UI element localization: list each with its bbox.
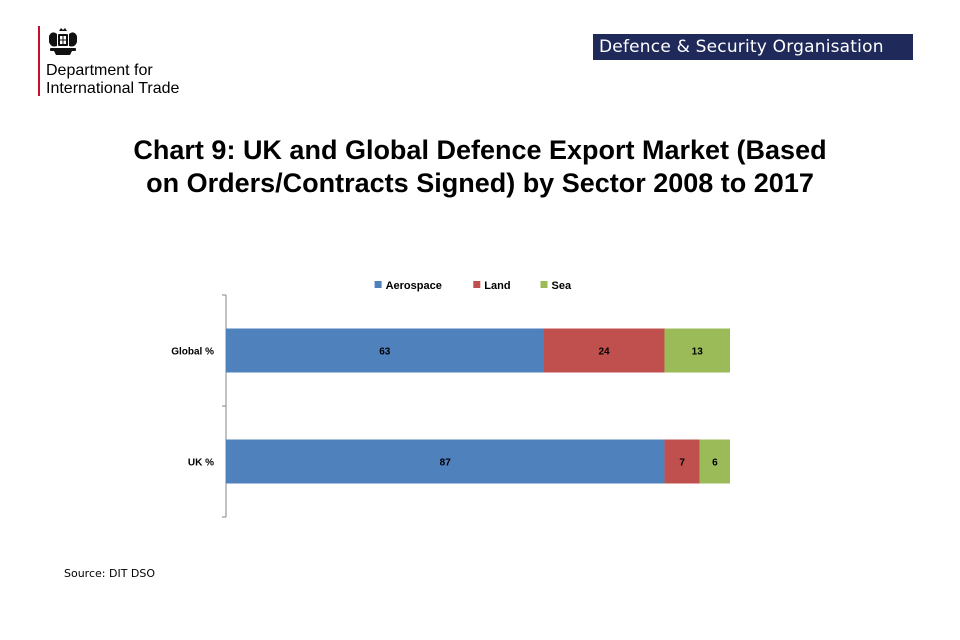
legend-swatch-sea <box>540 281 548 288</box>
data-label: 6 <box>712 458 718 469</box>
bar-sea-2 <box>699 439 730 484</box>
category-labels: Global % UK % <box>171 347 214 469</box>
chart-title: Chart 9: UK and Global Defence Export Ma… <box>40 134 920 200</box>
data-label: 63 <box>379 347 391 358</box>
data-label: 87 <box>440 458 452 469</box>
data-label: 7 <box>679 458 685 469</box>
department-name-line2: International Trade <box>46 80 180 97</box>
logo-accent-rule <box>38 26 40 96</box>
category-label: Global % <box>171 347 214 358</box>
legend-label-sea: Sea <box>552 280 572 292</box>
data-label: 13 <box>692 347 704 358</box>
data-label: 24 <box>598 347 610 358</box>
legend-label-aerospace: Aerospace <box>386 280 442 292</box>
bar-sea-1 <box>664 328 730 373</box>
legend-swatch-aerospace <box>374 281 382 288</box>
chart-title-line2: on Orders/Contracts Signed) by Sector 20… <box>146 168 814 198</box>
department-name: Department for International Trade <box>46 62 179 98</box>
royal-coat-of-arms-icon <box>49 28 77 55</box>
bar-land-1 <box>543 328 665 373</box>
source-note: Source: DIT DSO <box>64 567 156 580</box>
dso-badge: Defence & Security Organisation <box>593 34 913 60</box>
chart-area: Aerospace Land Sea 63 24 13 87 7 6 Global % UK % <box>140 270 780 530</box>
chart-axis <box>222 294 227 518</box>
stacked-bar-chart: Aerospace Land Sea 63 24 13 87 7 6 Global % UK % <box>171 280 730 518</box>
bar-aerospace-1 <box>226 328 544 373</box>
category-label: UK % <box>188 458 214 469</box>
chart-legend: Aerospace Land Sea <box>374 280 572 292</box>
legend-label-land: Land <box>484 280 510 292</box>
dit-logo: Department for International Trade <box>38 26 238 98</box>
chart-bars: 63 24 13 87 7 6 <box>226 328 730 484</box>
legend-swatch-land <box>473 281 481 288</box>
department-name-line1: Department for <box>46 62 153 79</box>
chart-title-line1: Chart 9: UK and Global Defence Export Ma… <box>133 135 827 165</box>
bar-land-2 <box>664 439 700 484</box>
bar-aerospace-2 <box>226 439 665 484</box>
